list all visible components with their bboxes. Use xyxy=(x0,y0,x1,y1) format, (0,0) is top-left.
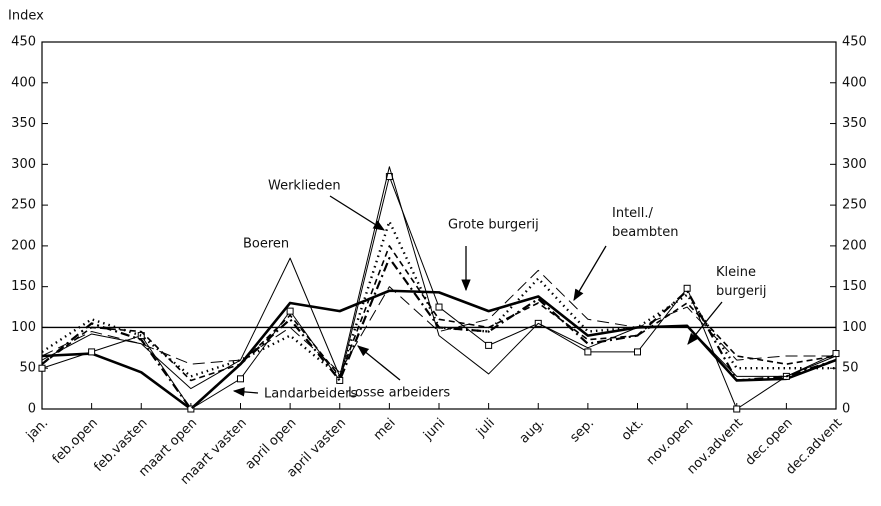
y2-tick-label: 350 xyxy=(842,116,867,131)
y-tick-label: 400 xyxy=(11,75,36,90)
point-marker xyxy=(336,376,344,384)
annotation-arrow xyxy=(357,345,401,381)
y2-tick-label: 400 xyxy=(842,75,867,90)
point-marker xyxy=(485,341,493,349)
point-marker xyxy=(584,348,592,356)
y2-tick-label: 200 xyxy=(842,238,867,253)
point-marker xyxy=(38,364,46,372)
y2-tick-label: 250 xyxy=(842,198,867,213)
y-tick-label: 0 xyxy=(28,402,36,417)
point-marker xyxy=(187,405,195,413)
y2-tick-label: 100 xyxy=(842,320,867,335)
x-tick-label: mei xyxy=(371,416,399,444)
x-tick-label: okt. xyxy=(619,416,647,444)
point-marker xyxy=(733,405,741,413)
point-marker xyxy=(286,307,294,315)
x-tick-label: sep. xyxy=(567,416,597,446)
point-marker xyxy=(634,348,641,356)
annotation-arrow xyxy=(573,245,607,302)
series-annotation: Losse arbeiders xyxy=(348,386,450,401)
x-tick-label: jan. xyxy=(23,416,51,444)
x-tick-label: juni xyxy=(420,416,448,444)
x-tick-label: aug. xyxy=(517,416,548,447)
x-tick-label: dec.open xyxy=(743,416,796,469)
series-annotation: Kleine burgerij xyxy=(716,265,766,299)
series-line xyxy=(41,245,837,382)
y-tick-label: 50 xyxy=(19,361,36,376)
y-tick-label: 450 xyxy=(11,35,36,50)
y2-tick-label: 450 xyxy=(842,35,867,50)
x-tick-label: juli xyxy=(473,416,498,441)
series-line xyxy=(41,166,837,390)
point-marker xyxy=(683,284,691,292)
annotation-arrow xyxy=(329,195,385,231)
point-marker xyxy=(237,375,244,383)
y2-tick-label: 50 xyxy=(842,361,859,376)
y2-tick-label: 300 xyxy=(842,157,867,172)
point-marker xyxy=(435,303,443,311)
y-tick-label: 250 xyxy=(11,198,36,213)
series-line xyxy=(41,289,837,411)
x-tick-label: feb.open xyxy=(50,416,101,467)
series-line xyxy=(41,220,836,378)
y-tick-label: 100 xyxy=(11,320,36,335)
y-tick-label: 150 xyxy=(11,279,36,294)
y-tick-label: 300 xyxy=(11,157,36,172)
x-tick-label: nov.open xyxy=(644,416,697,469)
annotation-arrow xyxy=(687,301,723,345)
plot-frame xyxy=(41,41,837,410)
annotation-arrow xyxy=(232,387,259,397)
y2-tick-label: 0 xyxy=(842,402,850,417)
series-annotation: Landarbeiders xyxy=(264,387,357,402)
point-marker xyxy=(832,350,840,358)
series-annotation: Werklieden xyxy=(268,179,341,194)
y-axis-label: Index xyxy=(8,9,44,24)
y-tick-label: 200 xyxy=(11,238,36,253)
y2-tick-label: 150 xyxy=(842,279,867,294)
series-annotation: Grote burgerij xyxy=(448,218,539,233)
point-marker xyxy=(88,348,96,356)
series-annotation: Intell./beambten xyxy=(612,206,678,240)
series-annotation: Boeren xyxy=(243,237,289,252)
y-tick-label: 350 xyxy=(11,116,36,131)
